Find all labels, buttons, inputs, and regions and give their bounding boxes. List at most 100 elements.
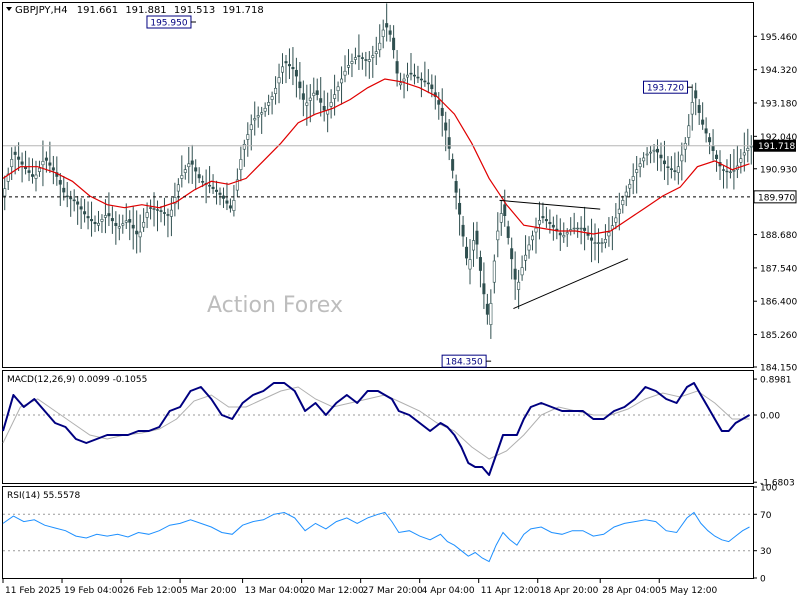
candle [645,147,649,166]
candle [701,102,705,130]
candle [10,147,14,180]
x-tick-label: 5 Mar 20:00 [182,586,237,596]
y-tick-label: 193.180 [760,99,797,109]
candle [183,164,187,180]
candle [593,223,597,261]
candle [357,34,361,71]
candle [482,262,486,309]
candle [114,211,118,245]
candle [156,200,160,232]
main-panel [2,2,754,368]
candle [152,192,156,227]
y-tick-label: 184.150 [760,364,797,374]
candle [360,52,364,70]
x-tick-label: 19 Feb 04:00 [64,586,123,596]
candle [333,74,337,116]
candle [711,129,715,161]
support-level-label: 189.970 [758,193,795,203]
candle [454,174,458,210]
candle [103,199,107,234]
candle [728,154,732,179]
lower-trendline [513,258,629,309]
candle [517,269,521,310]
candle [416,65,420,83]
current-price-box [754,139,796,152]
candle [412,63,416,85]
candle [176,178,180,210]
candle [100,214,104,233]
candle [666,156,670,186]
candle [159,206,163,223]
candle [72,189,76,212]
candle [319,77,323,117]
candle [381,19,385,49]
rsi-tick-label: 70 [760,511,772,521]
candle [635,156,639,194]
candle [378,24,382,58]
candle [388,24,392,42]
candle [461,215,465,247]
candle [652,143,656,163]
macd-panel [2,370,754,484]
candle [263,102,267,117]
candle [642,152,646,168]
x-tick-label: 18 Apr 20:00 [540,586,599,596]
candle [576,222,580,238]
svg-text:193.720: 193.720 [647,84,684,94]
candle [725,159,729,189]
candle [506,220,510,245]
candle [520,255,524,281]
x-tick-label: 27 Mar 20:00 [363,586,423,596]
candle [631,163,635,195]
candle [232,185,236,217]
candle [558,218,562,251]
candle [93,215,97,233]
candle [110,206,114,234]
candle [392,25,396,59]
candle [596,228,600,264]
candle [531,230,535,251]
candle [624,185,628,207]
candle [145,202,149,229]
candle [537,201,541,240]
candle [287,48,291,79]
candle [583,206,587,251]
candle [402,73,406,99]
candle [656,139,660,171]
x-tick-label: 4 Apr 04:00 [422,586,475,596]
support-level-box [753,190,797,204]
candle [704,117,708,143]
candle [673,152,677,181]
candle [270,91,274,115]
candle [687,114,691,146]
candle [437,92,441,120]
candle [90,201,94,237]
candle [374,36,378,65]
candle [180,155,184,188]
candle [6,167,10,191]
candle [34,160,38,192]
candle [239,146,243,182]
candle [541,202,545,224]
candle [235,168,239,197]
y-tick-label: 190.930 [760,165,797,175]
candle [256,106,260,128]
candle [468,239,472,285]
candle [166,208,170,238]
candle [277,63,281,104]
candle [329,89,333,119]
candle [527,236,531,259]
collapse-arrow-icon[interactable] [6,7,12,11]
candle [590,218,594,263]
candle [298,62,302,100]
candle [69,190,73,217]
candle [260,106,264,134]
candle [37,160,41,177]
candle [364,51,368,77]
candle [142,208,146,232]
rsi-tick-label: 100 [760,484,777,494]
moving-average-line [2,78,750,235]
candle [117,214,121,241]
rsi-label: RSI(14) 55.5578 [7,491,80,501]
candle [208,166,212,194]
